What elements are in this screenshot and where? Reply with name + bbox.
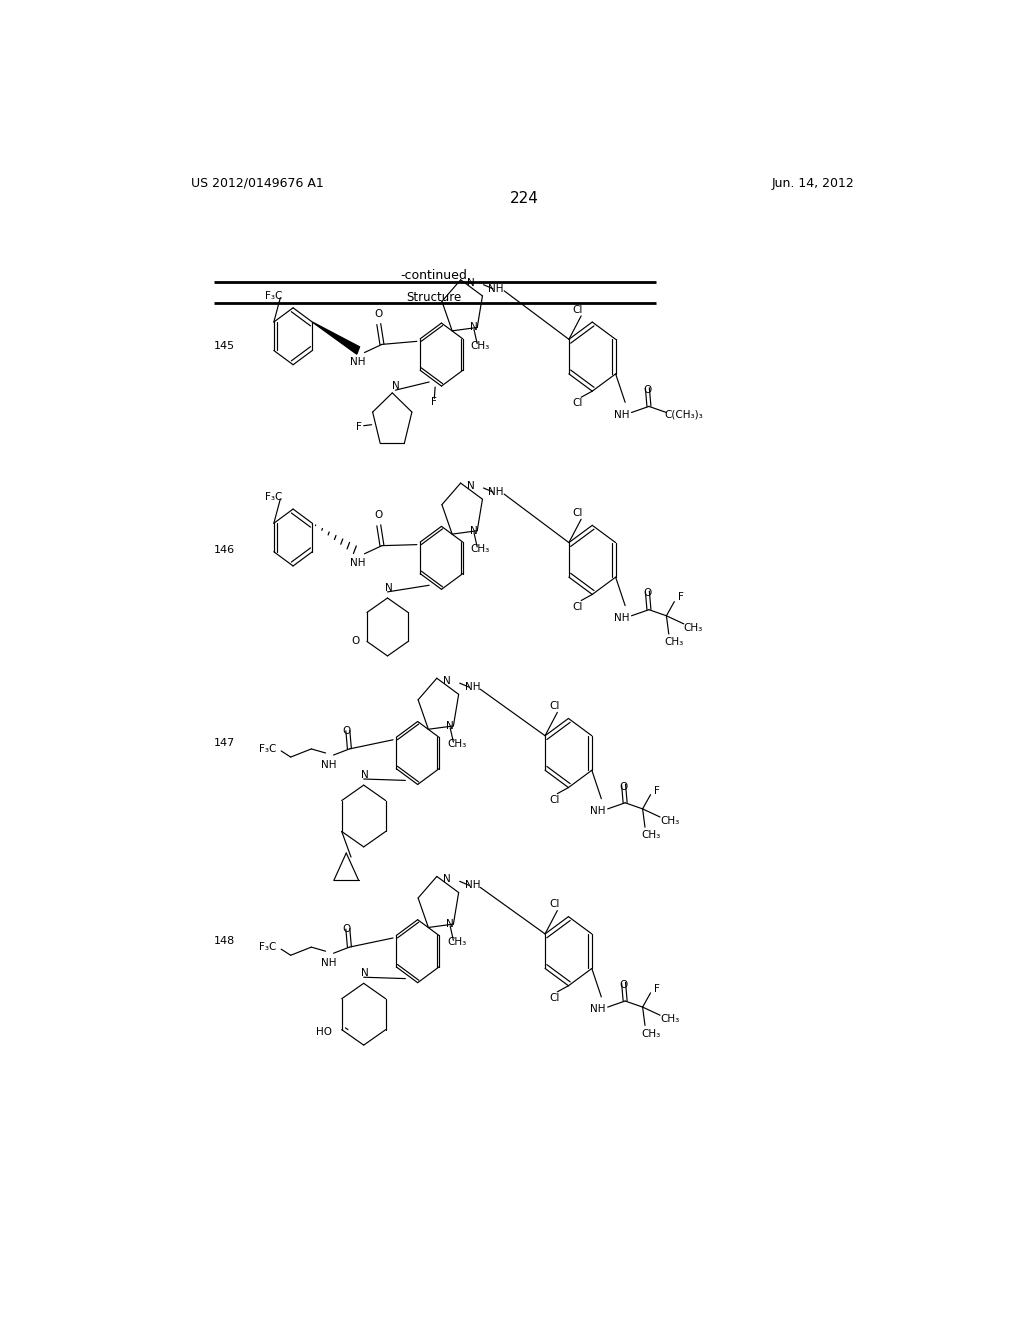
Text: N: N (467, 480, 475, 491)
Text: F: F (356, 421, 361, 432)
Text: N: N (446, 721, 454, 731)
Text: O: O (342, 924, 350, 933)
Text: N: N (467, 277, 475, 288)
Text: NH: NH (322, 958, 337, 969)
Text: NH: NH (488, 487, 504, 498)
Text: O: O (620, 781, 628, 792)
Text: F₃C: F₃C (259, 744, 276, 754)
Text: F: F (654, 983, 659, 994)
Text: C(CH₃)₃: C(CH₃)₃ (665, 409, 703, 420)
Text: O: O (643, 385, 651, 395)
Text: 145: 145 (214, 342, 234, 351)
Text: CH₃: CH₃ (471, 544, 489, 554)
Text: NH: NH (591, 1005, 606, 1014)
Text: F: F (678, 593, 684, 602)
Text: N: N (470, 322, 478, 333)
Text: CH₃: CH₃ (446, 937, 466, 948)
Text: Cl: Cl (549, 993, 559, 1003)
Text: O: O (620, 979, 628, 990)
Text: N: N (385, 583, 393, 593)
Text: 147: 147 (214, 738, 234, 748)
Text: NH: NH (465, 880, 480, 891)
Text: Cl: Cl (572, 399, 583, 408)
Text: Cl: Cl (549, 795, 559, 805)
Polygon shape (312, 322, 359, 354)
Text: Cl: Cl (549, 701, 559, 711)
Text: CH₃: CH₃ (471, 341, 489, 351)
Text: N: N (443, 874, 451, 884)
Text: 148: 148 (214, 936, 234, 946)
Text: Structure: Structure (406, 292, 461, 304)
Text: NH: NH (614, 612, 630, 623)
Text: F₃C: F₃C (264, 290, 282, 301)
Text: NH: NH (614, 409, 630, 420)
Text: Jun. 14, 2012: Jun. 14, 2012 (771, 177, 854, 190)
Text: F₃C: F₃C (264, 492, 282, 502)
Text: CH₃: CH₃ (641, 1028, 660, 1039)
Text: Cl: Cl (572, 508, 583, 519)
Text: O: O (375, 309, 383, 319)
Text: F: F (654, 785, 659, 796)
Text: CH₃: CH₃ (641, 830, 660, 841)
Text: Cl: Cl (549, 899, 559, 909)
Text: CH₃: CH₃ (659, 816, 679, 826)
Text: NH: NH (465, 682, 480, 692)
Text: CH₃: CH₃ (665, 638, 684, 647)
Text: O: O (342, 726, 350, 735)
Text: N: N (470, 525, 478, 536)
Text: O: O (375, 510, 383, 520)
Text: F: F (431, 397, 436, 408)
Text: CH₃: CH₃ (446, 739, 466, 750)
Text: NH: NH (591, 807, 606, 816)
Text: 146: 146 (214, 545, 234, 554)
Text: F₃C: F₃C (259, 942, 276, 952)
Text: O: O (351, 636, 359, 647)
Text: N: N (446, 919, 454, 929)
Text: N: N (391, 381, 399, 391)
Text: CH₃: CH₃ (659, 1014, 679, 1024)
Text: HO: HO (316, 1027, 332, 1036)
Text: NH: NH (350, 558, 366, 568)
Text: CH₃: CH₃ (684, 623, 703, 634)
Text: N: N (361, 770, 370, 780)
Text: NH: NH (350, 356, 366, 367)
Text: -continued: -continued (400, 269, 467, 281)
Text: Cl: Cl (572, 305, 583, 315)
Text: N: N (443, 676, 451, 686)
Text: N: N (361, 968, 370, 978)
Text: NH: NH (322, 760, 337, 770)
Text: Cl: Cl (572, 602, 583, 611)
Text: NH: NH (488, 284, 504, 294)
Text: 224: 224 (510, 190, 540, 206)
Text: O: O (643, 589, 651, 598)
Text: US 2012/0149676 A1: US 2012/0149676 A1 (191, 177, 325, 190)
